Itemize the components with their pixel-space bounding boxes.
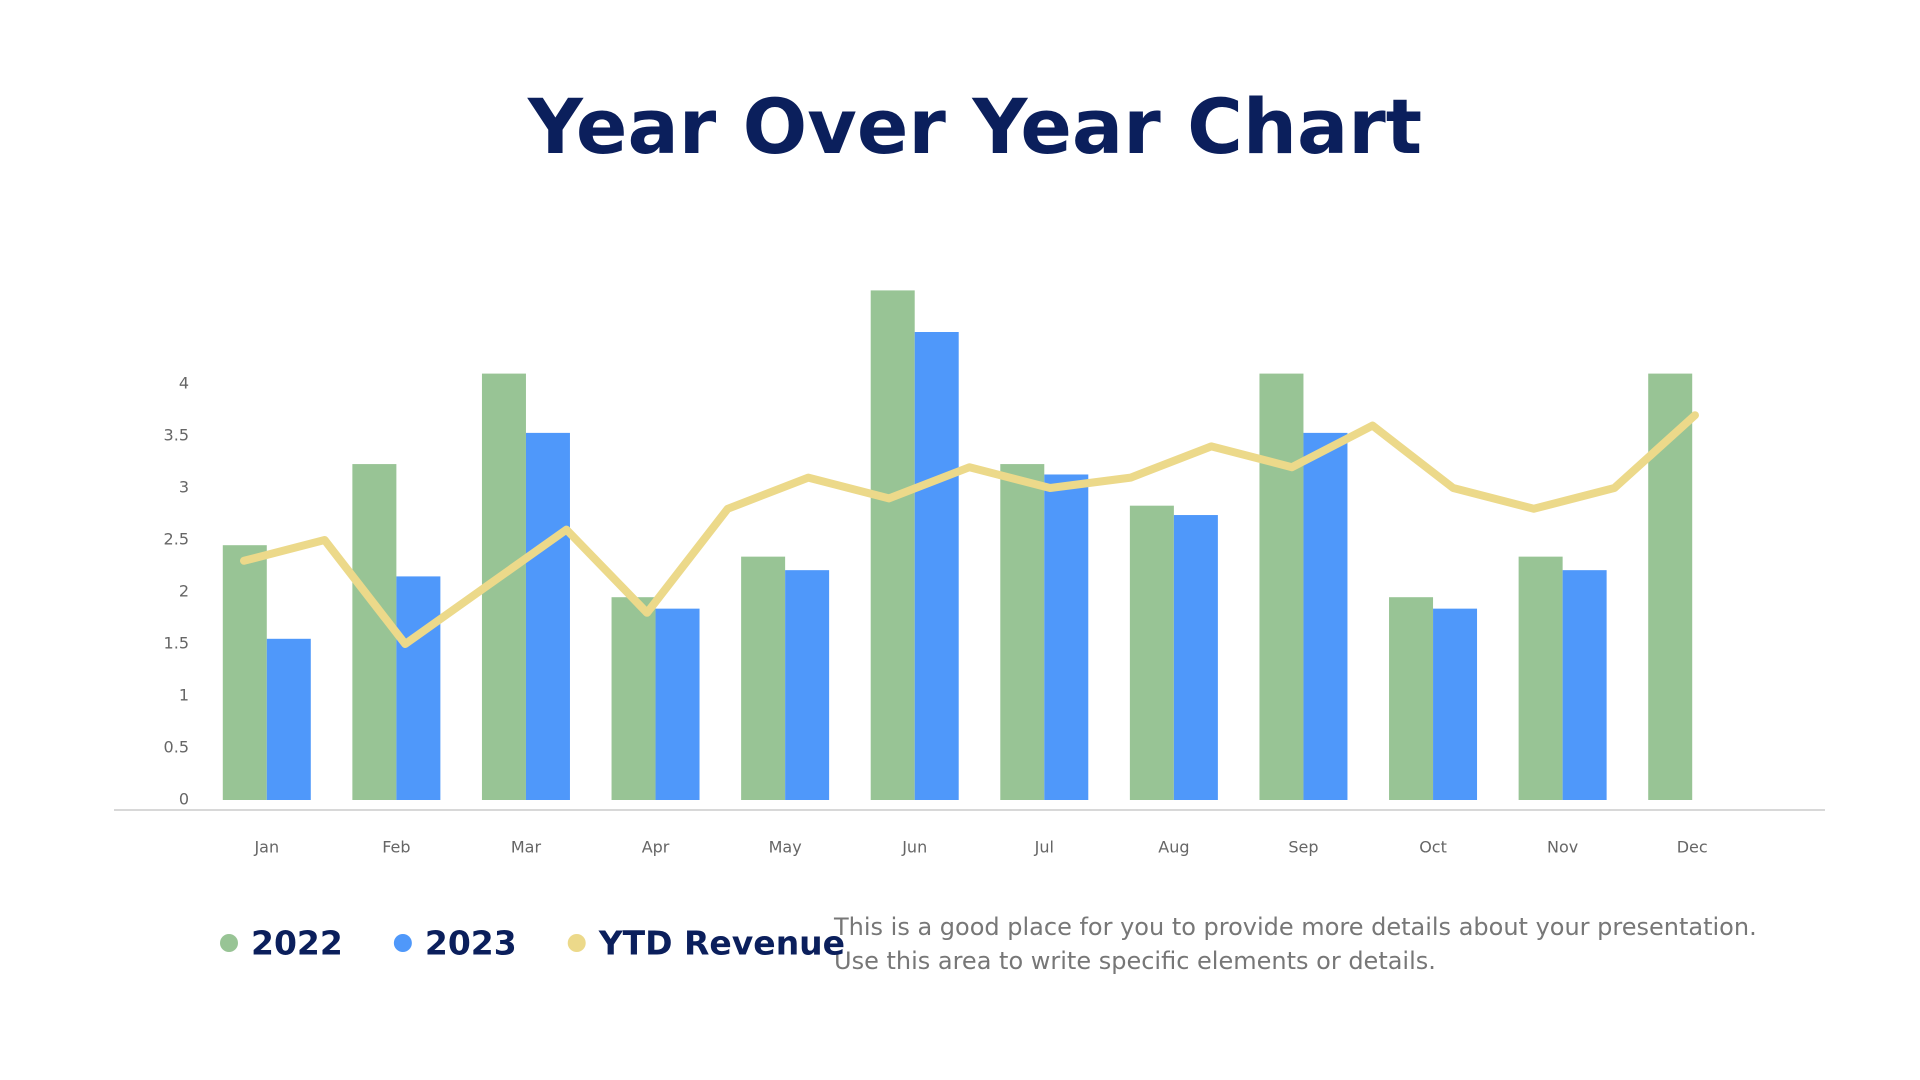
y-tick-label: 3: [179, 478, 189, 497]
legend-marker: [220, 934, 238, 952]
y-tick-label: 0.5: [164, 738, 189, 757]
legend-label: 2022: [251, 924, 343, 963]
x-tick-label: Sep: [1288, 838, 1318, 857]
x-tick-label: Oct: [1419, 838, 1447, 857]
bar: [914, 332, 959, 800]
y-tick-label: 4: [179, 374, 189, 393]
x-tick-label: Jul: [1034, 838, 1054, 857]
bar: [655, 608, 700, 800]
bar: [1129, 505, 1174, 800]
note: This is a good place for you to provide …: [833, 913, 1757, 941]
bar: [1173, 515, 1218, 800]
bar: [1303, 432, 1348, 800]
x-tick-label: Dec: [1677, 838, 1708, 857]
y-tick-label: 1: [179, 686, 189, 705]
x-tick-label: Aug: [1158, 838, 1189, 857]
x-tick-label: Apr: [642, 838, 670, 857]
y-tick-label: 2: [179, 582, 189, 601]
bar: [525, 432, 570, 800]
x-tick-label: Nov: [1547, 838, 1578, 857]
x-tick-label: May: [769, 838, 802, 857]
bar: [1259, 373, 1304, 800]
bar: [1044, 474, 1089, 800]
bar: [352, 464, 397, 800]
legend-marker: [567, 934, 586, 952]
note: Use this area to write specific elements…: [834, 947, 1436, 975]
legend-marker: [393, 934, 412, 952]
line: [240, 411, 1699, 648]
bar: [1648, 373, 1693, 800]
bar: [785, 570, 830, 800]
bar: [741, 556, 786, 800]
bar: [870, 290, 915, 800]
chart-title: Year Over Year Chart: [527, 82, 1422, 171]
y-tick-label: 3.5: [164, 426, 189, 445]
bar: [611, 597, 656, 800]
bar: [1389, 597, 1434, 800]
bar: [1562, 570, 1607, 800]
bar: [1433, 608, 1478, 800]
bar: [396, 576, 441, 800]
bar: [1000, 464, 1045, 800]
y-tick-label: 1.5: [164, 634, 189, 653]
legend-label: 2023: [425, 924, 517, 963]
x-tick-label: Feb: [382, 838, 410, 857]
y-tick-label: 2.5: [164, 530, 189, 549]
x-tick-label: Mar: [511, 838, 542, 857]
legend-label: YTD Revenue: [598, 924, 845, 963]
bar: [266, 638, 311, 800]
x-tick-label: Jun: [901, 838, 927, 857]
x-tick-label: Jan: [253, 838, 279, 857]
bar: [1518, 556, 1563, 800]
y-tick-label: 0: [179, 790, 189, 809]
bar: [222, 545, 267, 800]
